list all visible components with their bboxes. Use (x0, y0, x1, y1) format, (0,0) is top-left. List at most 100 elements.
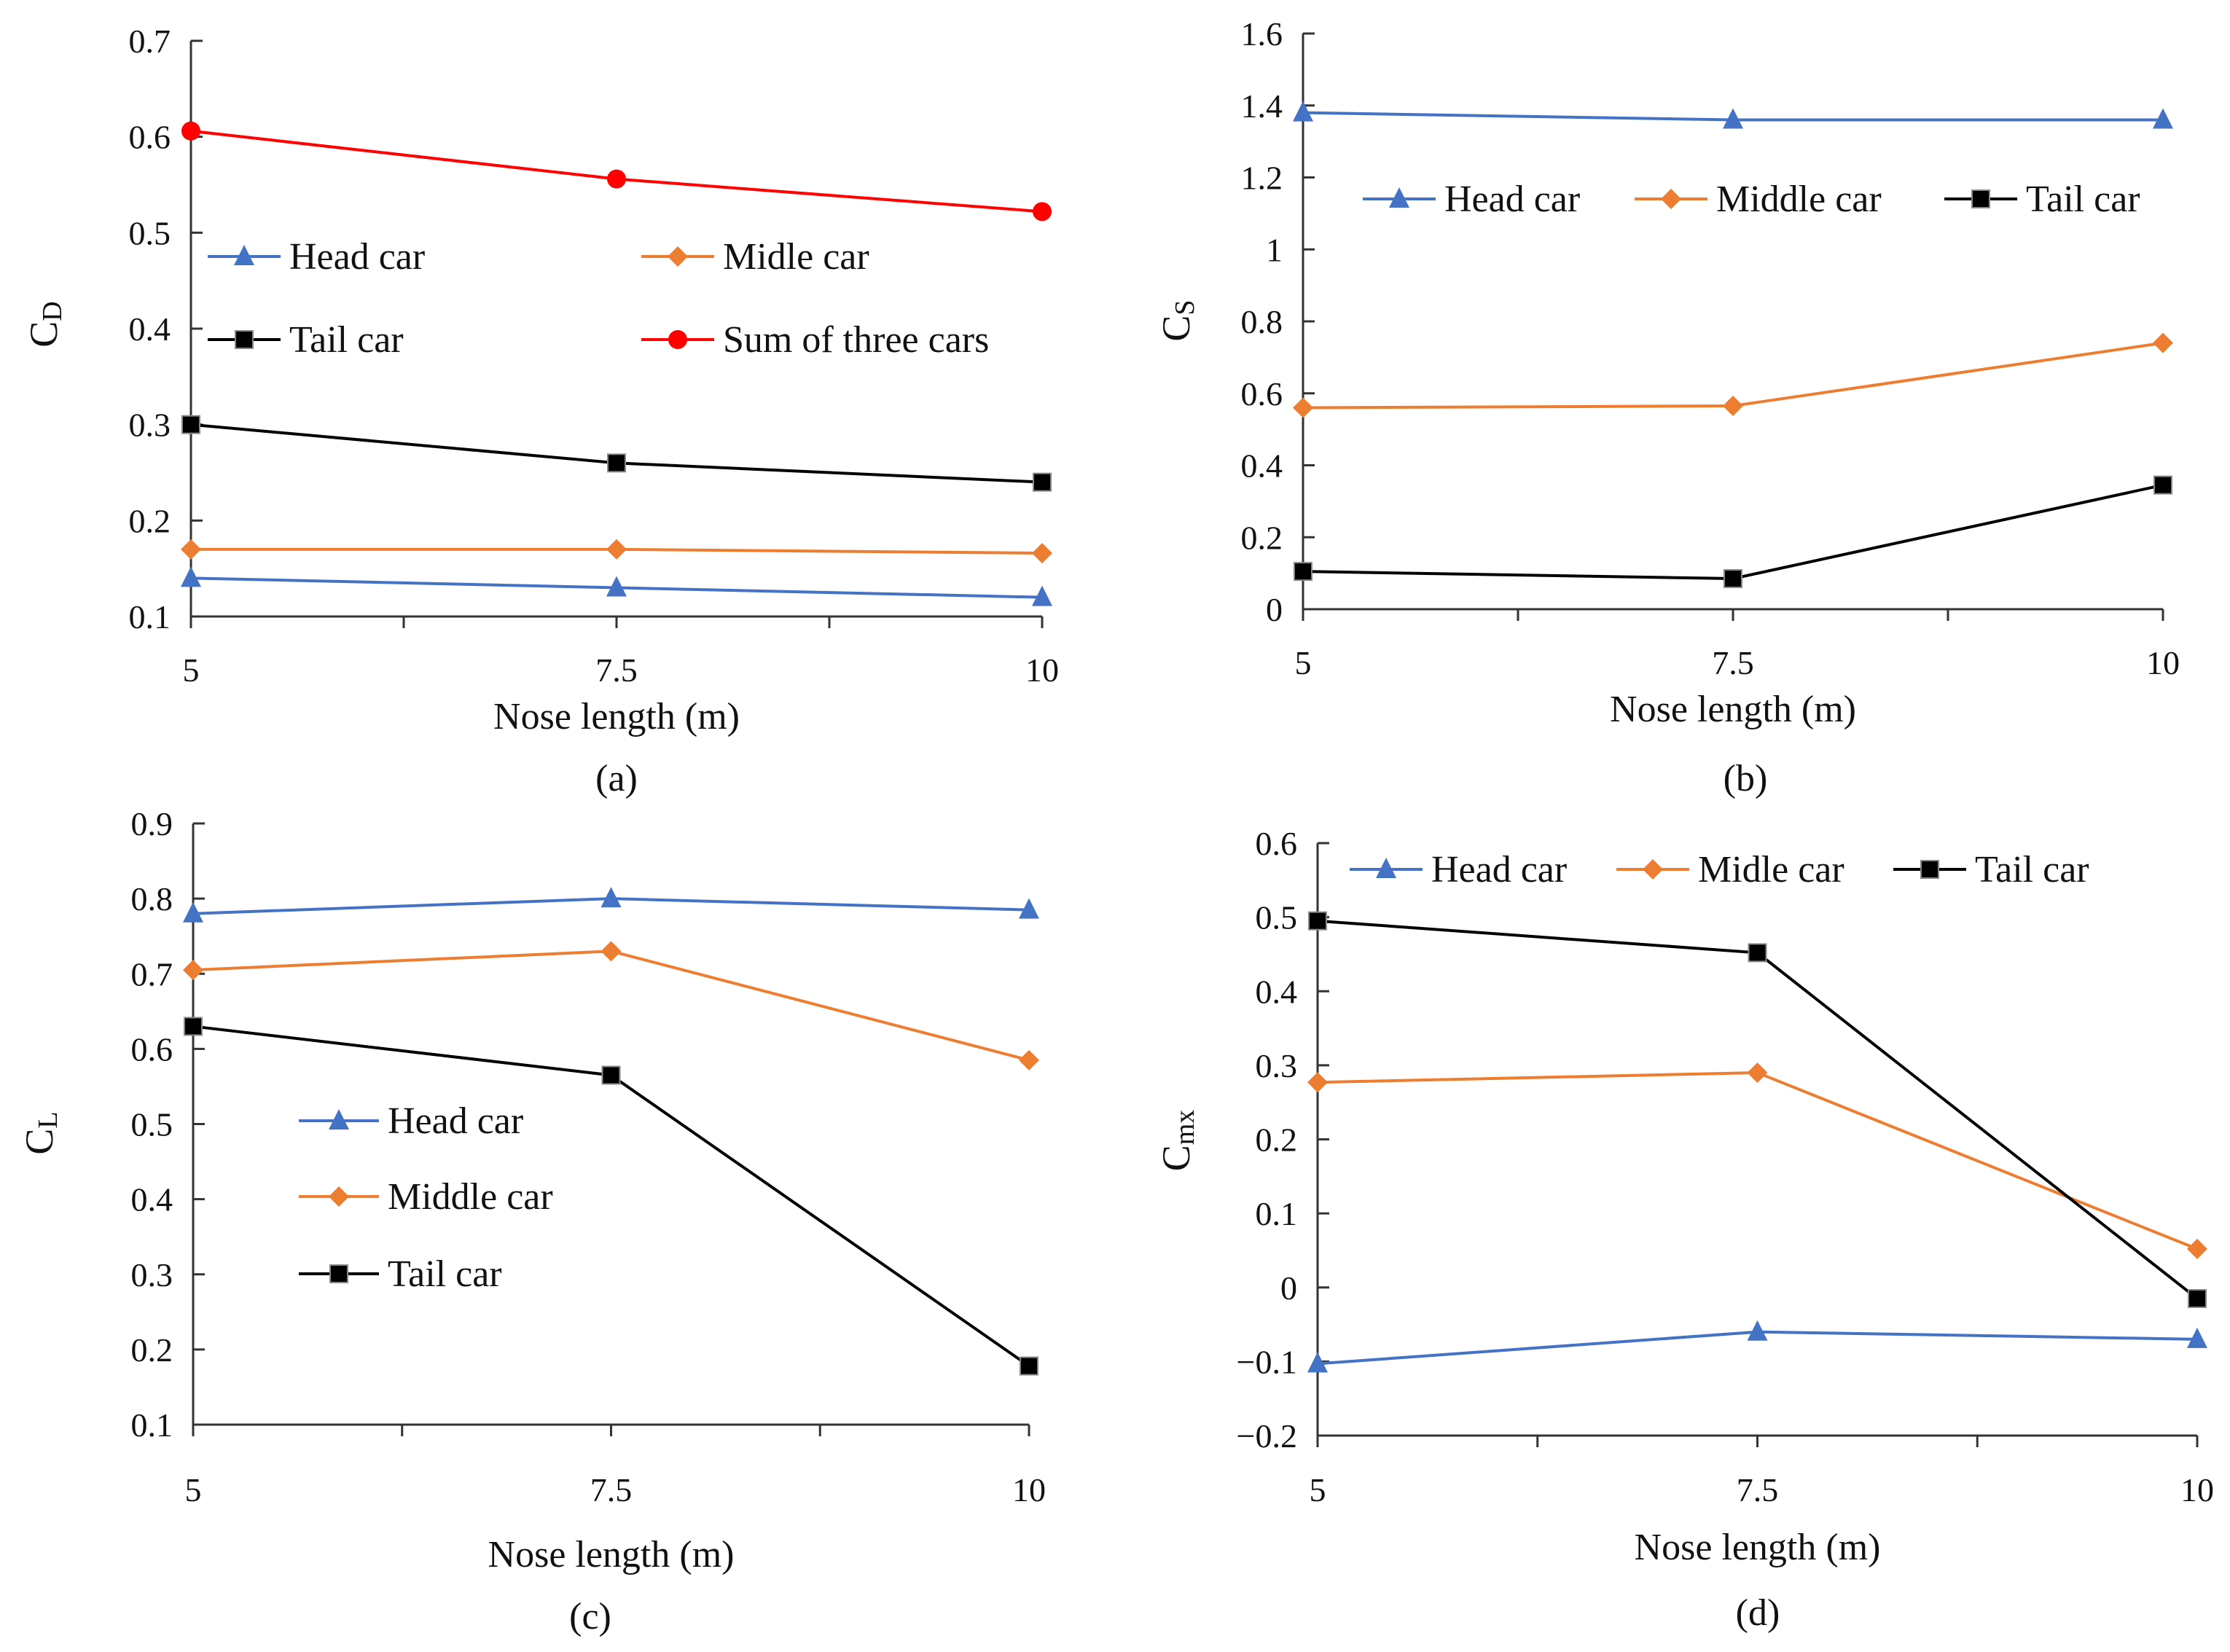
legend-marker (329, 1186, 349, 1207)
x-tick-label: 10 (2146, 644, 2180, 681)
y-tick-label: 0.5 (131, 1106, 173, 1143)
y-tick-label: 0.4 (129, 310, 171, 348)
legend-label: Head car (388, 1100, 523, 1142)
legend-label: Tail car (289, 319, 404, 361)
x-axis-title: Nose length (m) (493, 696, 740, 737)
data-point (1724, 569, 1742, 589)
data-point (1032, 585, 1052, 606)
legend-marker (329, 1109, 349, 1130)
x-tick-label: 7.5 (595, 651, 638, 689)
y-tick-label: 0.9 (131, 805, 173, 842)
legend-marker (234, 245, 254, 265)
y-tick-label: 0.1 (1256, 1195, 1298, 1232)
data-point (1723, 396, 1743, 417)
data-point (1019, 1049, 1039, 1070)
data-point (181, 415, 200, 434)
y-axis-title-subscript: L (33, 1111, 63, 1128)
y-tick-label: 1 (1266, 231, 1283, 268)
legend-marker (1643, 859, 1663, 880)
data-point (600, 941, 622, 962)
x-tick-label: 7.5 (1712, 644, 1754, 681)
y-tick-label: 0.2 (1256, 1121, 1298, 1159)
y-tick-label: 0.3 (129, 407, 171, 444)
data-point (1032, 543, 1052, 564)
x-tick-label: 5 (1310, 1471, 1326, 1508)
data-point (1307, 1072, 1328, 1093)
y-tick-label: 0.1 (131, 1406, 173, 1444)
x-tick-label: 10 (2180, 1471, 2214, 1508)
y-tick-label: 0.6 (1256, 825, 1298, 862)
legend-label: Head car (1444, 179, 1580, 220)
legend-marker (668, 330, 687, 349)
data-point (2153, 475, 2172, 495)
data-point (2153, 108, 2173, 129)
y-tick-label: 0.8 (1241, 303, 1283, 340)
data-point (181, 566, 201, 587)
y-tick-label: −0.1 (1237, 1343, 1297, 1380)
panel-c-lift-coefficient-chart: 0.1 0.2 0.3 0.4 0.5 0.6 0.7 0.8 0.9 5 7.5 10 Nose le… (17, 805, 1046, 1637)
series-line (1302, 483, 2164, 581)
panel-caption: (d) (1736, 1592, 1780, 1634)
data-point (600, 887, 622, 908)
x-tick-label: 5 (183, 651, 200, 689)
series-line (190, 423, 1043, 484)
x-tick-label: 10 (1025, 651, 1059, 689)
data-point (1747, 1062, 1768, 1084)
legend-label: Midle car (723, 236, 869, 278)
y-axis-title-subscript: mx (1170, 1110, 1200, 1146)
data-point (1293, 101, 1313, 122)
y-tick-label: 0.7 (129, 23, 171, 60)
x-tick-label: 5 (1295, 644, 1312, 681)
data-point (184, 1017, 203, 1036)
y-tick-label: 0.5 (1256, 899, 1298, 936)
y-tick-label: −0.2 (1237, 1417, 1297, 1455)
data-point (606, 576, 627, 597)
panel-d-rolling-moment-coefficient-chart: −0.2 −0.1 0 0.1 0.2 0.3 0.4 0.5 0.6 5 7.5 10 Nose le… (1154, 825, 2214, 1634)
y-tick-label: 0.2 (1241, 519, 1283, 556)
x-tick-label: 5 (185, 1471, 202, 1508)
y-tick-label: 0.6 (129, 119, 171, 156)
y-tick-label: 0 (1266, 591, 1283, 628)
data-point (607, 453, 626, 473)
y-tick-label: 0.1 (129, 598, 171, 635)
y-axis-title: CL (17, 1111, 63, 1154)
legend-label: Tail car (2026, 179, 2140, 220)
legend-label: Middle car (388, 1176, 553, 1218)
legend-label: Midle car (1698, 849, 1844, 890)
x-axis-title: Nose length (m) (1635, 1527, 1881, 1568)
legend-marker (235, 330, 254, 349)
y-tick-label: 0.3 (131, 1256, 173, 1293)
y-tick-label: 0.4 (1256, 973, 1298, 1010)
y-axis-title: Cmx (1154, 1110, 1200, 1172)
data-point (2153, 332, 2173, 353)
x-axis-title: Nose length (m) (488, 1534, 735, 1575)
legend-marker (1971, 189, 1990, 208)
data-point (2188, 1288, 2207, 1308)
panel-caption: (b) (1724, 758, 1768, 799)
data-point (181, 539, 201, 560)
data-point (606, 539, 627, 560)
legend-marker (1920, 860, 1939, 879)
legend-label: Head car (289, 236, 425, 278)
y-tick-label: 0.2 (131, 1331, 173, 1369)
y-tick-label: 0.4 (1241, 447, 1283, 485)
legend-marker (1389, 187, 1409, 208)
y-axis-title-main: C (1154, 316, 1198, 342)
legend-marker (1661, 189, 1681, 209)
data-point (1308, 911, 1327, 931)
data-point (1747, 1320, 1768, 1341)
y-axis-title: CS (1154, 300, 1200, 341)
y-tick-label: 1.6 (1241, 15, 1283, 52)
series-line (192, 950, 1030, 1062)
panel-a-drag-coefficient-chart: 0.1 0.2 0.3 0.4 0.5 0.6 0.7 5 7.5 10 Nose length (… (22, 23, 1059, 799)
data-point (1020, 1356, 1038, 1376)
y-tick-label: 0.3 (1256, 1047, 1298, 1084)
y-tick-label: 0.5 (129, 214, 171, 251)
y-axis-title-main: C (22, 321, 66, 348)
y-axis-title: CD (22, 301, 68, 347)
x-tick-label: 10 (1012, 1471, 1046, 1508)
legend-label: Tail car (388, 1253, 502, 1295)
y-tick-label: 1.2 (1241, 160, 1283, 197)
data-point (183, 960, 203, 981)
